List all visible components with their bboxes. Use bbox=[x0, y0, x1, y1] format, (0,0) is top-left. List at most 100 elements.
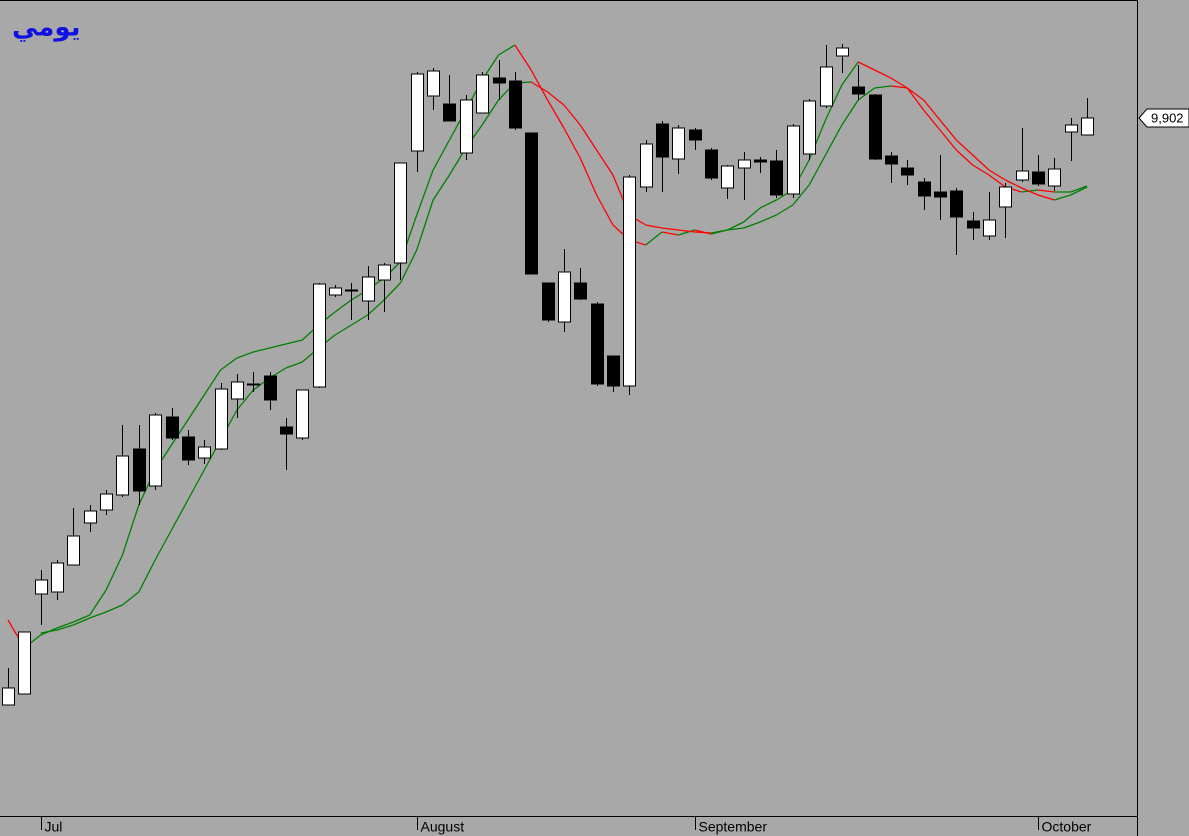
ma-segment bbox=[759, 214, 777, 223]
candle-body bbox=[394, 162, 407, 264]
candle-body bbox=[1065, 124, 1078, 133]
x-tick-label: August bbox=[421, 819, 465, 835]
ma-segment bbox=[187, 394, 205, 421]
ma-segment bbox=[334, 299, 352, 313]
ma-segment bbox=[105, 554, 124, 591]
candle-body bbox=[754, 159, 767, 163]
candle-body bbox=[378, 264, 391, 281]
ma-segment bbox=[563, 104, 581, 126]
ma-segment bbox=[955, 139, 974, 156]
ma-segment bbox=[334, 324, 352, 336]
ma-segment bbox=[253, 347, 270, 353]
chart-title: يومي bbox=[12, 13, 80, 43]
ma-segment bbox=[563, 127, 581, 159]
ma-segment bbox=[170, 419, 189, 446]
ma-segment bbox=[547, 91, 565, 106]
ma-segment bbox=[498, 44, 516, 56]
ma-segment bbox=[56, 624, 74, 631]
candle-body bbox=[852, 86, 865, 95]
ma-segment bbox=[432, 174, 450, 201]
candle-body bbox=[182, 436, 195, 461]
ma-segment bbox=[1037, 194, 1055, 201]
ma-segment bbox=[170, 499, 189, 531]
candle-body bbox=[967, 220, 980, 229]
ma-segment bbox=[121, 504, 140, 556]
ma-segment bbox=[1021, 187, 1039, 196]
ma-segment bbox=[122, 591, 140, 606]
ma-segment bbox=[285, 361, 303, 369]
ma-segment bbox=[743, 221, 761, 229]
ma-segment bbox=[874, 85, 891, 89]
candle-body bbox=[100, 493, 113, 511]
candle-body bbox=[231, 381, 244, 400]
ma-segment bbox=[89, 611, 107, 619]
candle-body bbox=[51, 562, 64, 593]
ma-segment bbox=[530, 69, 549, 101]
candle-body bbox=[721, 165, 734, 189]
ma-segment bbox=[1054, 194, 1071, 201]
candle-body bbox=[1032, 171, 1045, 185]
ma-segment bbox=[988, 174, 1006, 188]
ma-segment bbox=[1070, 186, 1088, 196]
candle-body bbox=[672, 127, 685, 160]
ma-segment bbox=[596, 194, 614, 226]
candle-body bbox=[836, 47, 849, 57]
ma-segment bbox=[808, 154, 827, 186]
ma-segment bbox=[841, 61, 859, 86]
candle-body bbox=[558, 271, 571, 323]
ma-segment bbox=[220, 357, 238, 371]
ma-segment bbox=[596, 149, 614, 176]
ma-segment bbox=[955, 149, 974, 166]
ma-segment bbox=[972, 154, 990, 171]
ma-segment bbox=[514, 44, 532, 71]
candle-body bbox=[362, 276, 375, 302]
candle-body bbox=[803, 100, 816, 155]
ma-segment bbox=[743, 207, 761, 223]
candle-body bbox=[934, 191, 947, 198]
candle-body bbox=[525, 132, 538, 275]
candle-body bbox=[247, 383, 260, 386]
ma-segment bbox=[645, 231, 663, 246]
ma-segment bbox=[187, 469, 205, 501]
candle-body bbox=[885, 155, 898, 165]
candle-body bbox=[1016, 170, 1029, 181]
ma-segment bbox=[546, 99, 565, 129]
candle-body bbox=[869, 94, 882, 160]
candle-body bbox=[149, 414, 162, 487]
candle-body bbox=[84, 510, 97, 524]
ma-segment bbox=[776, 204, 794, 216]
ma-segment bbox=[56, 621, 74, 629]
ma-segment bbox=[661, 231, 679, 236]
candle-body bbox=[640, 143, 653, 188]
candle-body bbox=[215, 388, 228, 450]
candle-body bbox=[493, 77, 506, 84]
candle-body bbox=[411, 73, 424, 152]
candle-body bbox=[1048, 168, 1061, 187]
candle-body bbox=[770, 160, 783, 196]
ma-segment bbox=[530, 81, 548, 93]
ma-segment bbox=[40, 629, 58, 634]
ma-segment bbox=[73, 617, 91, 626]
ma-segment bbox=[824, 84, 843, 121]
candle-body bbox=[35, 579, 48, 595]
candle-body bbox=[329, 287, 342, 296]
x-tick-label: October bbox=[1042, 819, 1092, 835]
ma-segment bbox=[678, 229, 695, 236]
ma-segment bbox=[939, 119, 957, 141]
ma-segment bbox=[579, 157, 598, 196]
price-tag-label: 9,902 bbox=[1151, 110, 1184, 125]
candle-body bbox=[166, 416, 179, 439]
candle-body bbox=[1081, 117, 1094, 136]
ma-segment bbox=[1037, 189, 1055, 193]
candle-body bbox=[705, 149, 718, 179]
ma-segment bbox=[105, 604, 123, 613]
ma-segment bbox=[939, 129, 957, 151]
ma-segment bbox=[727, 227, 744, 231]
ma-segment bbox=[906, 87, 924, 101]
ma-segment bbox=[1005, 179, 1022, 189]
ma-segment bbox=[923, 99, 941, 121]
ma-segment bbox=[432, 139, 451, 171]
ma-segment bbox=[678, 229, 695, 233]
ma-segment bbox=[89, 589, 107, 616]
candle-body bbox=[999, 186, 1012, 208]
